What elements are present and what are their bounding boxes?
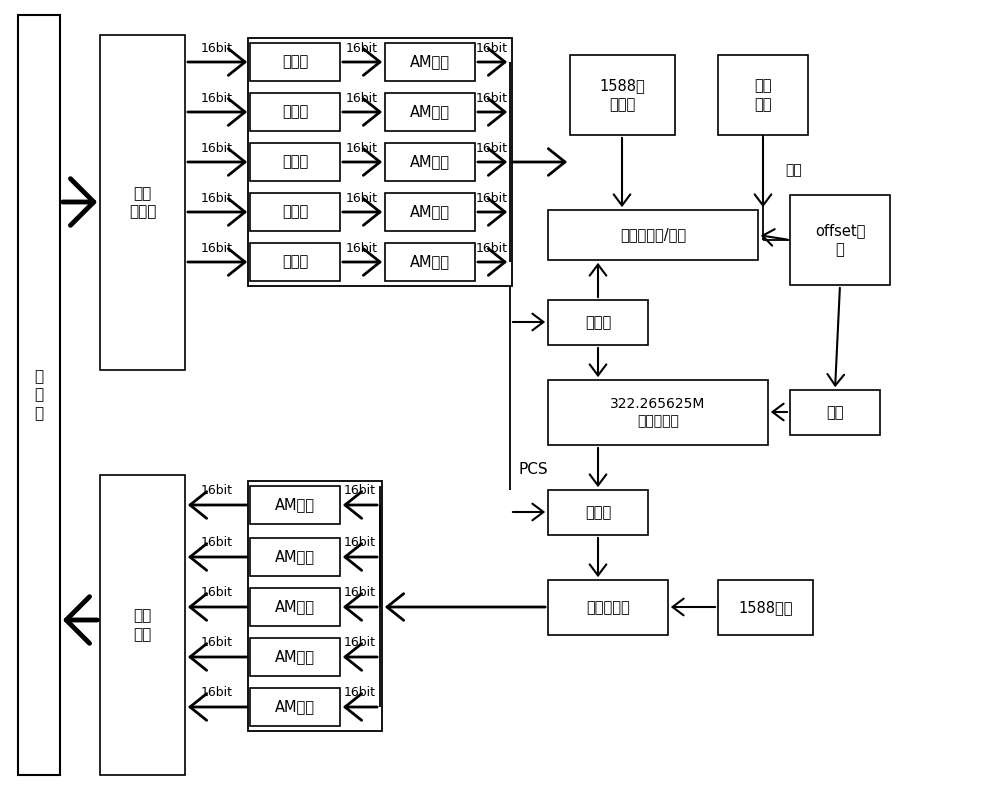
Bar [790,195,890,285]
Text: PCS: PCS [518,463,548,478]
Text: AM检测: AM检测 [275,700,315,715]
Bar [385,43,475,81]
Text: 16bit: 16bit [201,484,233,498]
Text: AM检测: AM检测 [275,650,315,665]
Text: 16bit: 16bit [344,484,376,498]
Bar [548,580,668,635]
Text: 16bit: 16bit [201,142,233,154]
Text: 16bit: 16bit [346,242,378,254]
Text: AM检测: AM检测 [410,204,450,219]
Bar [548,210,758,260]
Text: AM检测: AM检测 [410,55,450,69]
Bar [250,688,340,726]
Text: 16bit: 16bit [346,91,378,104]
Bar [790,390,880,435]
Text: 16bit: 16bit [344,637,376,650]
Bar [100,475,185,775]
Bar [248,38,512,286]
Text: 16bit: 16bit [201,242,233,254]
Bar [250,193,340,231]
Text: 16bit: 16bit [201,637,233,650]
Text: offset计
算: offset计 算 [815,223,865,257]
Text: 时间戳: 时间戳 [585,315,611,330]
Text: 块同步: 块同步 [282,104,308,119]
Bar [548,490,648,535]
Bar [718,55,808,135]
Bar [250,93,340,131]
Text: 16bit: 16bit [344,687,376,700]
Text: 16bit: 16bit [346,192,378,204]
Text: 16bit: 16bit [476,142,508,154]
Text: 时钟
鉴相: 时钟 鉴相 [754,78,772,112]
Bar [250,588,340,626]
Text: 16bit: 16bit [201,687,233,700]
Text: 块同步: 块同步 [282,154,308,169]
Text: 块同步: 块同步 [282,55,308,69]
Text: 16bit: 16bit [476,242,508,254]
Text: 16bit: 16bit [201,91,233,104]
Text: 16bit: 16bit [476,192,508,204]
Bar [250,638,340,676]
Text: 时间戳: 时间戳 [585,505,611,520]
Bar [250,243,340,281]
Text: 16bit: 16bit [344,587,376,599]
Bar [570,55,675,135]
Text: 时钟: 时钟 [826,405,844,420]
Bar [250,538,340,576]
Text: 16bit: 16bit [201,537,233,549]
Text: 块同步: 块同步 [282,204,308,219]
Bar [248,481,382,731]
Bar [385,243,475,281]
Text: AM检测: AM检测 [410,254,450,270]
Bar [385,143,475,181]
Text: 16bit: 16bit [346,142,378,154]
Text: AM检测: AM检测 [275,498,315,513]
Text: 16bit: 16bit [201,192,233,204]
Text: 时间戳提取/记录: 时间戳提取/记录 [620,227,686,242]
Text: 时间戳添加: 时间戳添加 [586,600,630,615]
Bar [250,43,340,81]
Bar [385,93,475,131]
Bar [385,193,475,231]
Text: AM检测: AM检测 [410,104,450,119]
Bar [250,486,340,524]
Text: AM检测: AM检测 [275,599,315,615]
Text: 16bit: 16bit [201,587,233,599]
Text: 比特
解混合: 比特 解混合 [129,186,156,219]
Text: 16bit: 16bit [476,41,508,55]
Bar [548,380,768,445]
Text: AM检测: AM检测 [410,154,450,169]
Bar [18,15,60,775]
Text: 补偿: 补偿 [785,163,802,177]
Text: 322.265625M
时间计数器: 322.265625M 时间计数器 [610,397,706,429]
Bar [718,580,813,635]
Text: 收
发
器: 收 发 器 [34,369,44,421]
Bar [100,35,185,370]
Text: 16bit: 16bit [201,41,233,55]
Text: 1588报
文识别: 1588报 文识别 [600,78,645,112]
Text: 1588发包: 1588发包 [738,600,793,615]
Text: AM检测: AM检测 [275,549,315,564]
Bar [250,143,340,181]
Text: 16bit: 16bit [344,537,376,549]
Text: 16bit: 16bit [476,91,508,104]
Bar [548,300,648,345]
Text: 块同步: 块同步 [282,254,308,270]
Text: 16bit: 16bit [346,41,378,55]
Text: 比特
混合: 比特 混合 [133,608,152,642]
